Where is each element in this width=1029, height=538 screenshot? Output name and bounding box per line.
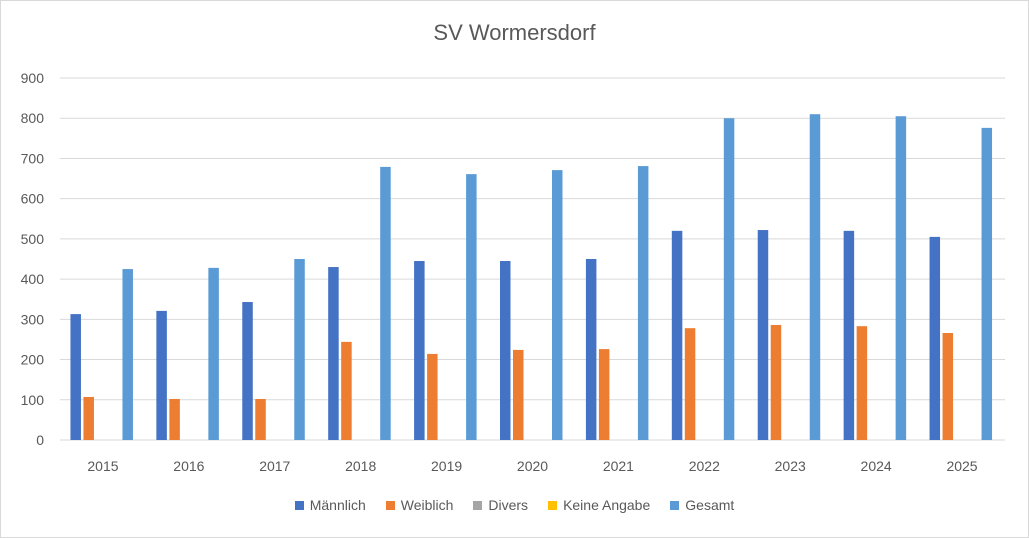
legend-item: Divers xyxy=(473,497,528,513)
legend-label: Divers xyxy=(488,497,529,513)
bar-gesamt xyxy=(895,116,907,440)
x-tick-label: 2016 xyxy=(173,458,204,474)
y-tick-label: 200 xyxy=(21,352,45,368)
legend-item: Männlich xyxy=(294,497,366,513)
legend-item: Weiblich xyxy=(385,497,454,513)
bar-männlich xyxy=(585,259,597,440)
bar-männlich xyxy=(671,230,683,440)
y-tick-label: 600 xyxy=(21,191,45,207)
legend-item: Gesamt xyxy=(670,497,734,513)
bar-weiblich xyxy=(169,398,180,440)
bar-männlich xyxy=(242,302,253,440)
bar-weiblich xyxy=(856,326,868,440)
bar-gesamt xyxy=(294,259,305,440)
bar-gesamt xyxy=(380,166,391,440)
x-tick-label: 2022 xyxy=(689,458,720,474)
legend-label: Keine Angabe xyxy=(563,497,651,513)
bar-weiblich xyxy=(598,349,610,440)
y-tick-label: 0 xyxy=(36,432,44,448)
y-tick-label: 500 xyxy=(21,231,45,247)
bar-männlich xyxy=(500,261,511,440)
y-tick-label: 800 xyxy=(21,110,45,126)
bar-weiblich xyxy=(427,353,438,440)
bar-gesamt xyxy=(552,170,563,440)
legend-item: Keine Angabe xyxy=(548,497,650,513)
bar-gesamt xyxy=(208,267,219,440)
x-tick-label: 2019 xyxy=(431,458,462,474)
bar-weiblich xyxy=(513,349,524,440)
bar-weiblich xyxy=(770,324,782,440)
x-tick-label: 2024 xyxy=(861,458,892,474)
legend-label: Gesamt xyxy=(685,497,735,513)
legend-swatch xyxy=(548,500,558,510)
bar-gesamt xyxy=(723,118,735,440)
bar-männlich xyxy=(757,230,769,440)
y-tick-label: 400 xyxy=(21,271,45,287)
bar-weiblich xyxy=(684,328,696,440)
bar-weiblich xyxy=(341,341,352,440)
bar-gesamt xyxy=(466,174,477,440)
bar-männlich xyxy=(843,230,855,440)
legend: Männlich Weiblich Divers Keine Angabe Gesamt xyxy=(0,497,1029,513)
x-tick-label: 2015 xyxy=(87,458,118,474)
bar-weiblich xyxy=(255,398,266,440)
y-tick-label: 700 xyxy=(21,150,45,166)
bar-männlich xyxy=(414,261,425,440)
y-tick-label: 900 xyxy=(21,70,45,86)
legend-swatch xyxy=(385,500,395,510)
x-tick-label: 2018 xyxy=(345,458,376,474)
bar-männlich xyxy=(70,314,81,440)
legend-swatch xyxy=(670,500,680,510)
bar-gesamt xyxy=(122,269,133,440)
legend-label: Männlich xyxy=(309,497,366,513)
bar-männlich xyxy=(156,310,167,440)
bar-gesamt xyxy=(981,127,993,441)
bar-weiblich xyxy=(942,333,954,440)
x-tick-label: 2020 xyxy=(517,458,548,474)
y-tick-label: 300 xyxy=(21,311,45,327)
x-tick-label: 2017 xyxy=(259,458,290,474)
bar-weiblich xyxy=(83,396,94,440)
chart-title: SV Wormersdorf xyxy=(433,20,596,45)
x-tick-label: 2023 xyxy=(775,458,806,474)
x-tick-label: 2025 xyxy=(946,458,977,474)
bar-männlich xyxy=(328,267,339,440)
legend-label: Weiblich xyxy=(400,497,454,513)
legend-swatch xyxy=(473,500,483,510)
legend-swatch xyxy=(294,500,304,510)
bar-männlich xyxy=(929,236,941,440)
y-tick-label: 100 xyxy=(21,392,45,408)
x-tick-label: 2021 xyxy=(603,458,634,474)
bar-gesamt xyxy=(809,114,821,440)
bar-gesamt xyxy=(637,166,649,440)
